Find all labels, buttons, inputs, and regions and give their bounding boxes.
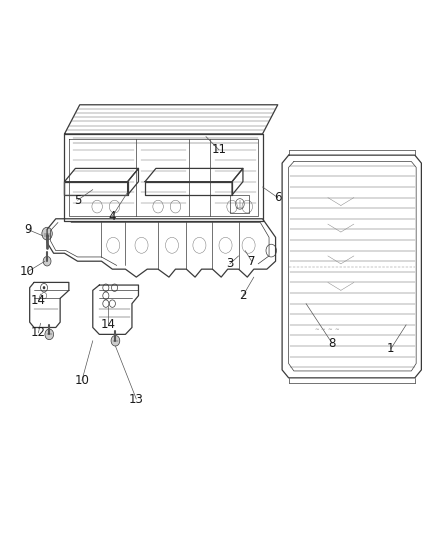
Text: 6: 6 [274,191,282,204]
Text: 2: 2 [239,289,247,302]
Circle shape [43,286,46,289]
Text: 10: 10 [74,374,89,387]
Circle shape [45,329,53,340]
Circle shape [43,256,51,266]
Text: 12: 12 [31,326,46,340]
Text: $\mathit{\sim\sim\sim\sim}$: $\mathit{\sim\sim\sim\sim}$ [313,326,340,331]
Text: 3: 3 [226,257,233,270]
Text: 1: 1 [387,342,395,355]
Circle shape [111,335,120,346]
Text: 14: 14 [31,294,46,308]
Text: 9: 9 [24,223,31,236]
Text: 4: 4 [109,209,116,223]
Text: 10: 10 [20,265,35,278]
Text: 13: 13 [129,393,144,406]
Text: 5: 5 [74,193,81,207]
Circle shape [42,227,52,240]
Text: 7: 7 [248,255,255,268]
Text: 14: 14 [100,318,116,332]
Text: 11: 11 [212,143,226,156]
Text: 8: 8 [328,337,336,350]
